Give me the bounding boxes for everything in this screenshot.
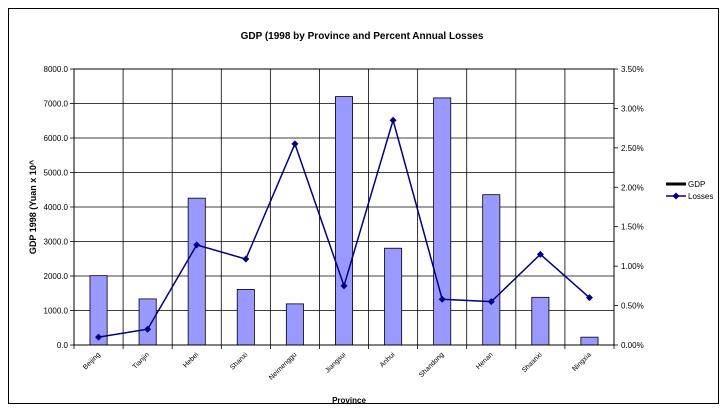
gdp-bar [187,197,206,346]
gdp-bar [138,298,157,346]
category-label: Shanxi [229,351,249,371]
y2-tick-label: 1.50% [621,223,644,232]
axes [70,68,618,349]
category-label: Anhui [379,351,397,369]
category-label: Beijing [82,351,102,371]
gdp-bar [580,336,599,346]
losses-point [291,140,299,148]
legend-losses-marker [672,192,680,200]
y2-tick-label: 2.50% [621,144,644,153]
y2-tick-label: 1.00% [621,262,644,271]
category-label: Neimenggu [268,351,298,381]
y2-tick-label: 2.00% [621,183,644,192]
losses-point [487,298,495,306]
gdp-bar [335,96,353,346]
losses-point [193,241,201,249]
losses-point [536,250,544,258]
y-tick-label: 8000.0 [44,65,69,74]
y-tick-label: 5000.0 [44,169,69,178]
y-tick-label: 1000.0 [44,307,69,316]
y-tick-label: 0.0 [57,341,69,350]
losses-point [144,325,152,333]
gdp-bar [384,247,403,346]
gdp-bar [482,194,501,346]
losses-point [242,255,250,263]
y-tick-label: 3000.0 [44,238,69,247]
losses-line [95,116,593,341]
category-label: Jiangsui [324,351,347,374]
legend: GDP Losses [666,180,713,201]
losses-point [438,295,446,303]
gdp-bar [285,303,304,346]
y2-tick-label: 0.50% [621,302,644,311]
category-label: Shandong [418,351,446,379]
legend-label: Losses [688,192,713,201]
y2-tick-label: 3.00% [621,104,644,113]
y-tick-label: 7000.0 [44,100,69,109]
chart-title: GDP (1998 by Province and Percent Annual… [241,31,484,42]
gdp-bar [236,289,255,346]
x-axis-label: Province [332,396,366,405]
category-label: Ningxia [571,351,593,373]
y2-tick-label: 3.50% [621,65,644,74]
y-axis-label: GDP 1998 (Yuan x 10^ [28,159,38,254]
category-label: Tianjin [132,351,151,370]
losses-point [585,294,593,302]
y-tick-label: 2000.0 [44,272,69,281]
gdp-bar [433,97,452,346]
y2-tick-label: 0.00% [621,341,644,350]
y-tick-label: 6000.0 [44,134,69,143]
gdp-bar [531,296,550,346]
gdp-bars [89,96,599,346]
losses-point [95,333,103,341]
y-tick-label: 4000.0 [44,203,69,212]
chart-svg: 0.0 1000.0 2000.0 3000.0 4000.0 5000.0 6000.0 7… [28,31,713,405]
plot-area-border [73,68,615,346]
category-label: Shaanxi [521,351,544,374]
category-label: Hebei [182,351,200,369]
category-label: Henan [475,351,495,371]
chart-frame: 0.0 1000.0 2000.0 3000.0 4000.0 5000.0 6000.0 7… [8,8,719,405]
legend-label: GDP [688,180,705,189]
losses-point [340,282,348,290]
losses-point [389,116,397,124]
